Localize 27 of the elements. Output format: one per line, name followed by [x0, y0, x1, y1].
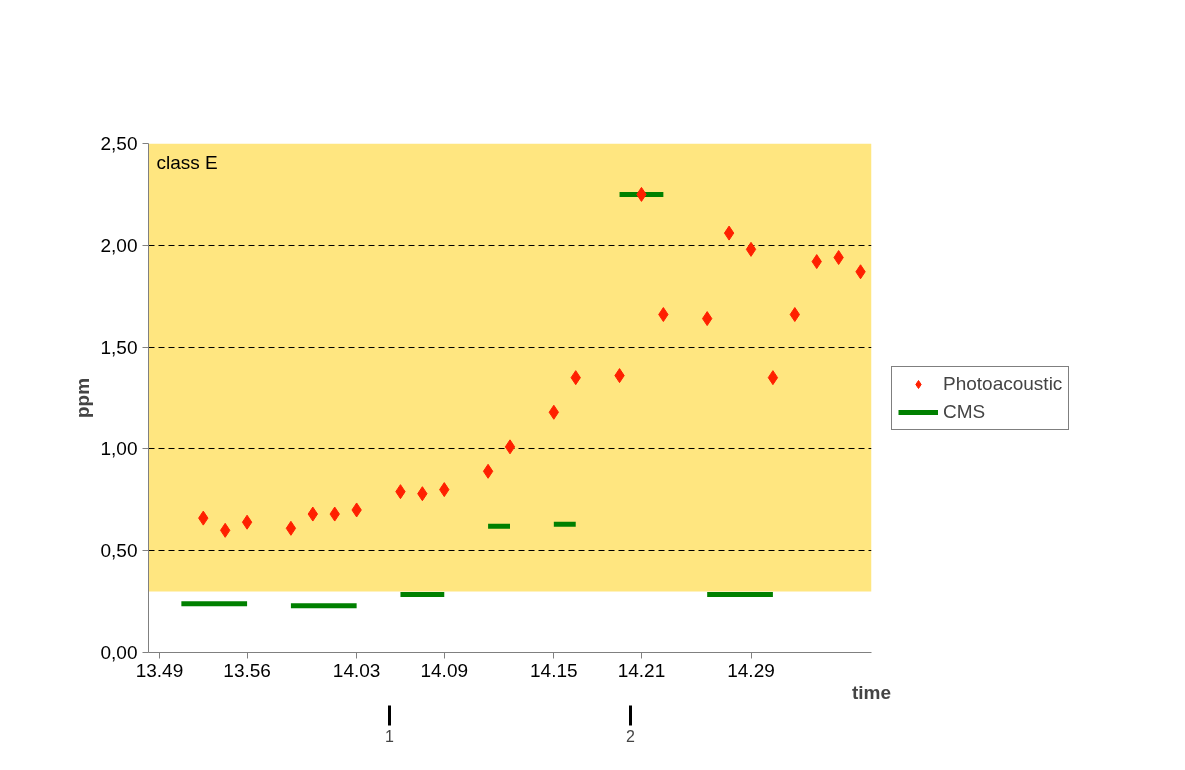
x-tick-label: 14.03 — [332, 659, 381, 681]
legend-label: CMS — [943, 400, 986, 423]
y-tick-label: 1,50 — [100, 336, 138, 358]
y-tick-label: 0,50 — [100, 540, 138, 562]
x-tick-label: 14.21 — [617, 659, 666, 681]
y-tick-label: 1,00 — [100, 438, 138, 460]
y-tick-label: 2,50 — [100, 133, 138, 154]
point — [504, 439, 516, 455]
point — [482, 463, 494, 479]
point — [767, 370, 779, 386]
text: 2 — [626, 727, 636, 745]
point — [745, 241, 757, 257]
x-tick-label: 14.15 — [530, 659, 578, 681]
point — [241, 514, 253, 530]
x-tick-label: 13.49 — [135, 659, 184, 681]
x-tick-label: 14.29 — [727, 659, 775, 681]
legend-label: Photoacoustic — [943, 372, 1063, 395]
y-tick-label: 0,00 — [100, 642, 138, 663]
band-label: class E — [156, 151, 218, 173]
text: 1 — [385, 727, 395, 745]
y-axis-title: ppm — [71, 377, 93, 419]
point — [723, 225, 735, 241]
x-tick-label: 13.56 — [223, 659, 271, 681]
y-tick-label: 2,00 — [100, 234, 138, 256]
x-axis-title: time — [851, 681, 892, 703]
point — [285, 520, 297, 536]
x-tick-label: 14.09 — [420, 659, 469, 681]
